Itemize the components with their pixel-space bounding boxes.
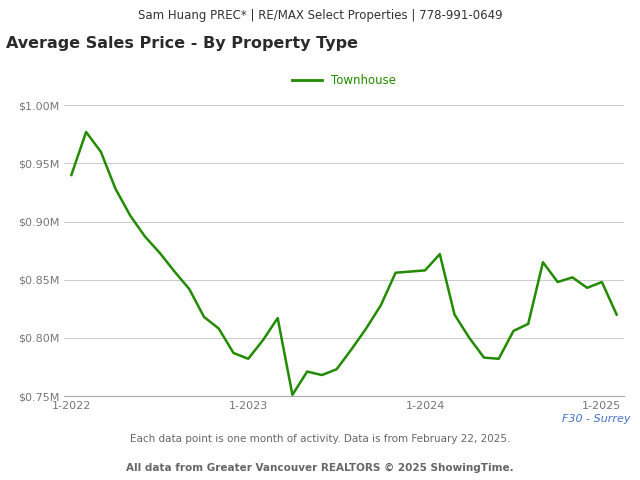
Text: Average Sales Price - By Property Type: Average Sales Price - By Property Type [6,36,358,51]
Legend: Townhouse: Townhouse [287,69,401,92]
Text: All data from Greater Vancouver REALTORS © 2025 ShowingTime.: All data from Greater Vancouver REALTORS… [126,463,514,473]
Text: Sam Huang PREC* | RE/MAX Select Properties | 778-991-0649: Sam Huang PREC* | RE/MAX Select Properti… [138,9,502,22]
Text: F30 - Surrey: F30 - Surrey [562,414,630,424]
Text: Each data point is one month of activity. Data is from February 22, 2025.: Each data point is one month of activity… [130,434,510,444]
